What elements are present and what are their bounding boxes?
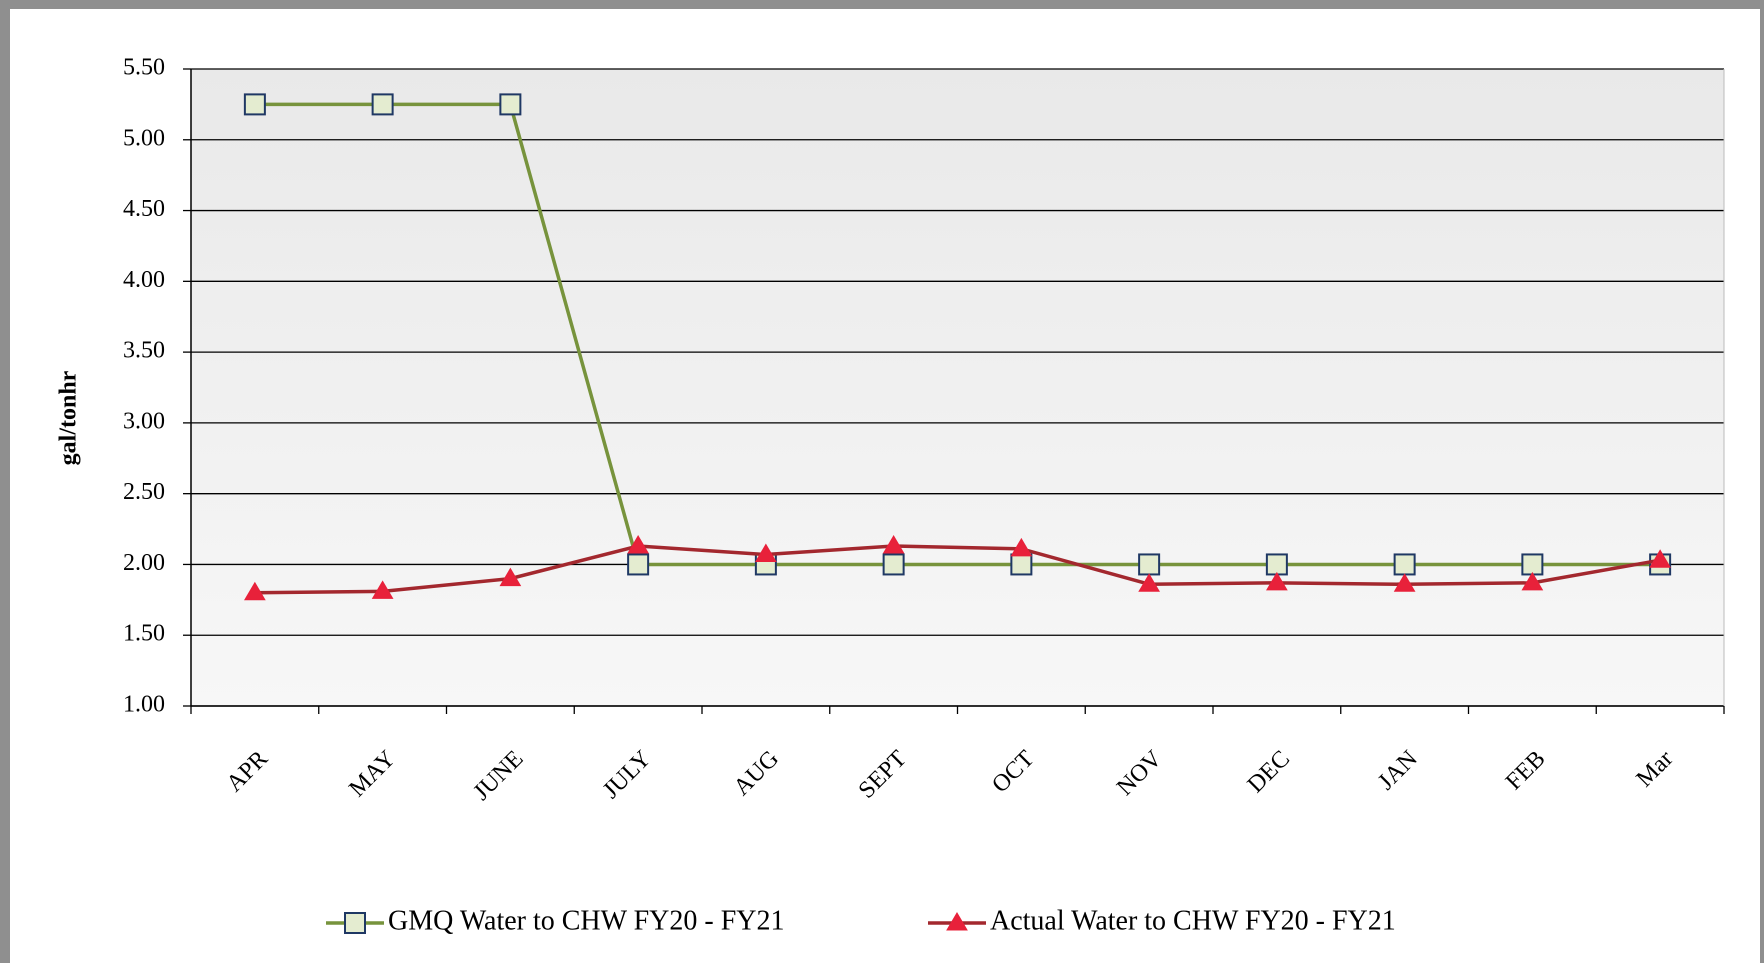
point — [1265, 553, 1288, 576]
point — [1393, 553, 1416, 576]
legend-marker — [344, 912, 366, 934]
point — [1521, 571, 1544, 591]
point — [499, 93, 522, 116]
point — [627, 535, 649, 554]
point — [1010, 553, 1033, 576]
point — [371, 93, 394, 116]
point — [1521, 553, 1544, 576]
y-tick-label: 1.00 — [123, 692, 165, 718]
y-tick-label: 2.50 — [123, 479, 165, 505]
series-line — [254, 544, 1661, 595]
point — [1138, 573, 1161, 592]
point — [627, 553, 650, 576]
legend-label: GMQ Water to CHW FY20 - FY21 — [388, 905, 784, 936]
point — [499, 567, 522, 587]
point — [1010, 537, 1033, 557]
point — [1393, 573, 1416, 592]
y-tick-label: 5.50 — [123, 55, 165, 81]
point — [882, 553, 905, 576]
y-tick-label: 4.50 — [123, 196, 165, 222]
series-line — [254, 102, 1661, 567]
point — [243, 93, 266, 116]
point — [755, 543, 777, 563]
y-tick-label: 2.00 — [123, 550, 165, 576]
y-tick-label: 3.00 — [123, 408, 165, 434]
point — [371, 580, 394, 599]
point — [1138, 553, 1161, 576]
y-axis-label: gal/tonhr — [56, 370, 82, 465]
y-tick-label: 5.00 — [123, 125, 165, 151]
point — [244, 581, 266, 601]
y-tick-label: 1.50 — [123, 621, 165, 647]
plot-area — [191, 69, 1724, 706]
y-tick-label: 4.00 — [123, 267, 165, 293]
point — [1649, 549, 1672, 568]
legend-marker — [946, 912, 968, 931]
point — [882, 535, 905, 554]
legend-label: Actual Water to CHW FY20 - FY21 — [990, 905, 1396, 936]
point — [1266, 571, 1288, 591]
y-tick-label: 3.50 — [123, 338, 165, 364]
